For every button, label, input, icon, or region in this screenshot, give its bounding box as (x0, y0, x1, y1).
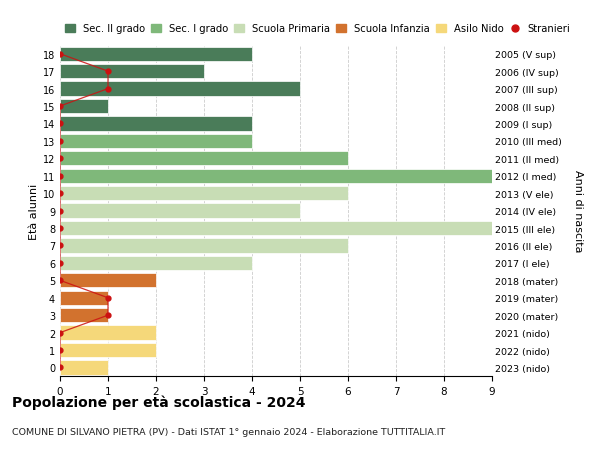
Bar (60, 361, 108, 375)
Y-axis label: Età alunni: Età alunni (29, 183, 38, 239)
Bar (60, 204, 300, 218)
Bar (60, 274, 156, 288)
Bar (60, 326, 156, 340)
Bar (60, 117, 252, 131)
Bar (60, 343, 156, 358)
Bar (60, 152, 348, 166)
Bar (60, 65, 204, 79)
Bar (60, 291, 108, 305)
Bar (60, 187, 348, 201)
Text: COMUNE DI SILVANO PIETRA (PV) - Dati ISTAT 1° gennaio 2024 - Elaborazione TUTTIT: COMUNE DI SILVANO PIETRA (PV) - Dati IST… (12, 427, 445, 436)
Bar (60, 82, 300, 96)
Text: Popolazione per età scolastica - 2024: Popolazione per età scolastica - 2024 (12, 395, 305, 409)
Legend: Sec. II grado, Sec. I grado, Scuola Primaria, Scuola Infanzia, Asilo Nido, Stran: Sec. II grado, Sec. I grado, Scuola Prim… (65, 24, 571, 34)
Bar (60, 47, 252, 62)
Bar (60, 239, 348, 253)
Bar (60, 221, 492, 235)
Bar (60, 100, 108, 114)
Y-axis label: Anni di nascita: Anni di nascita (573, 170, 583, 252)
Bar (60, 256, 252, 270)
Bar (60, 134, 252, 149)
Bar (60, 308, 108, 323)
Bar (60, 169, 492, 184)
